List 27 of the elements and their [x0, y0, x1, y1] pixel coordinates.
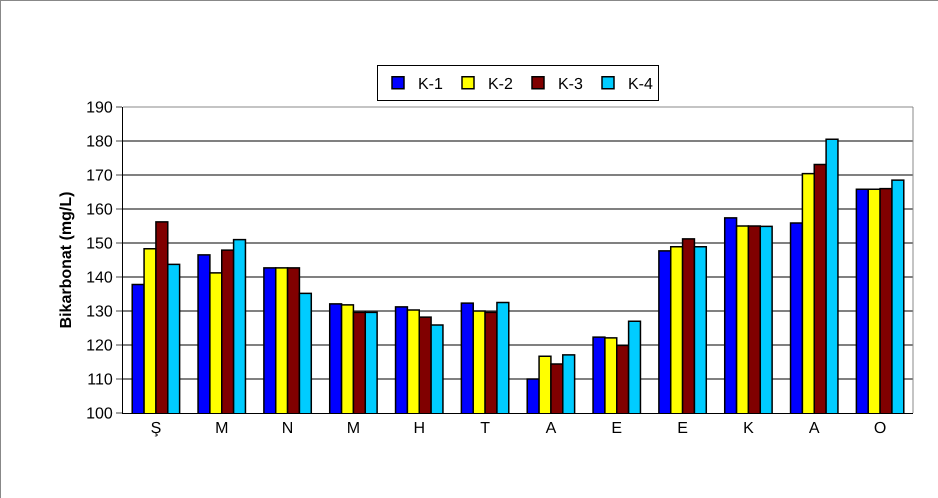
- x-tick-label: E: [611, 420, 622, 438]
- x-tick-label: A: [808, 420, 820, 438]
- y-tick-label: 100: [86, 406, 113, 423]
- x-tick-label: Ş: [150, 420, 162, 438]
- x-tick-label: T: [480, 420, 490, 438]
- y-tick-label: 190: [86, 100, 113, 117]
- x-tick-label: K: [743, 420, 754, 438]
- x-tick-label: M: [346, 420, 360, 438]
- y-tick-label: 120: [86, 338, 113, 355]
- x-tick-label: N: [282, 420, 294, 438]
- x-tick-label: M: [215, 420, 228, 438]
- y-tick-label: 110: [87, 372, 113, 389]
- x-tick-label: E: [677, 420, 688, 438]
- legend-label: K-3: [558, 76, 583, 94]
- legend-label: K-1: [418, 76, 443, 94]
- y-tick-label: 160: [86, 202, 113, 219]
- y-tick-label: 150: [86, 236, 113, 253]
- legend-label: K-2: [488, 76, 513, 94]
- y-tick-label: 170: [86, 168, 113, 185]
- x-tick-label: O: [874, 420, 886, 438]
- y-axis-title: Bikarbonat (mg/L): [58, 192, 75, 328]
- x-tick-label: H: [413, 420, 426, 438]
- legend-label: K-4: [628, 76, 653, 94]
- y-tick-label: 180: [86, 134, 113, 151]
- y-tick-label: 140: [86, 270, 113, 287]
- x-tick-label: A: [546, 420, 557, 438]
- y-tick-label: 130: [86, 304, 113, 321]
